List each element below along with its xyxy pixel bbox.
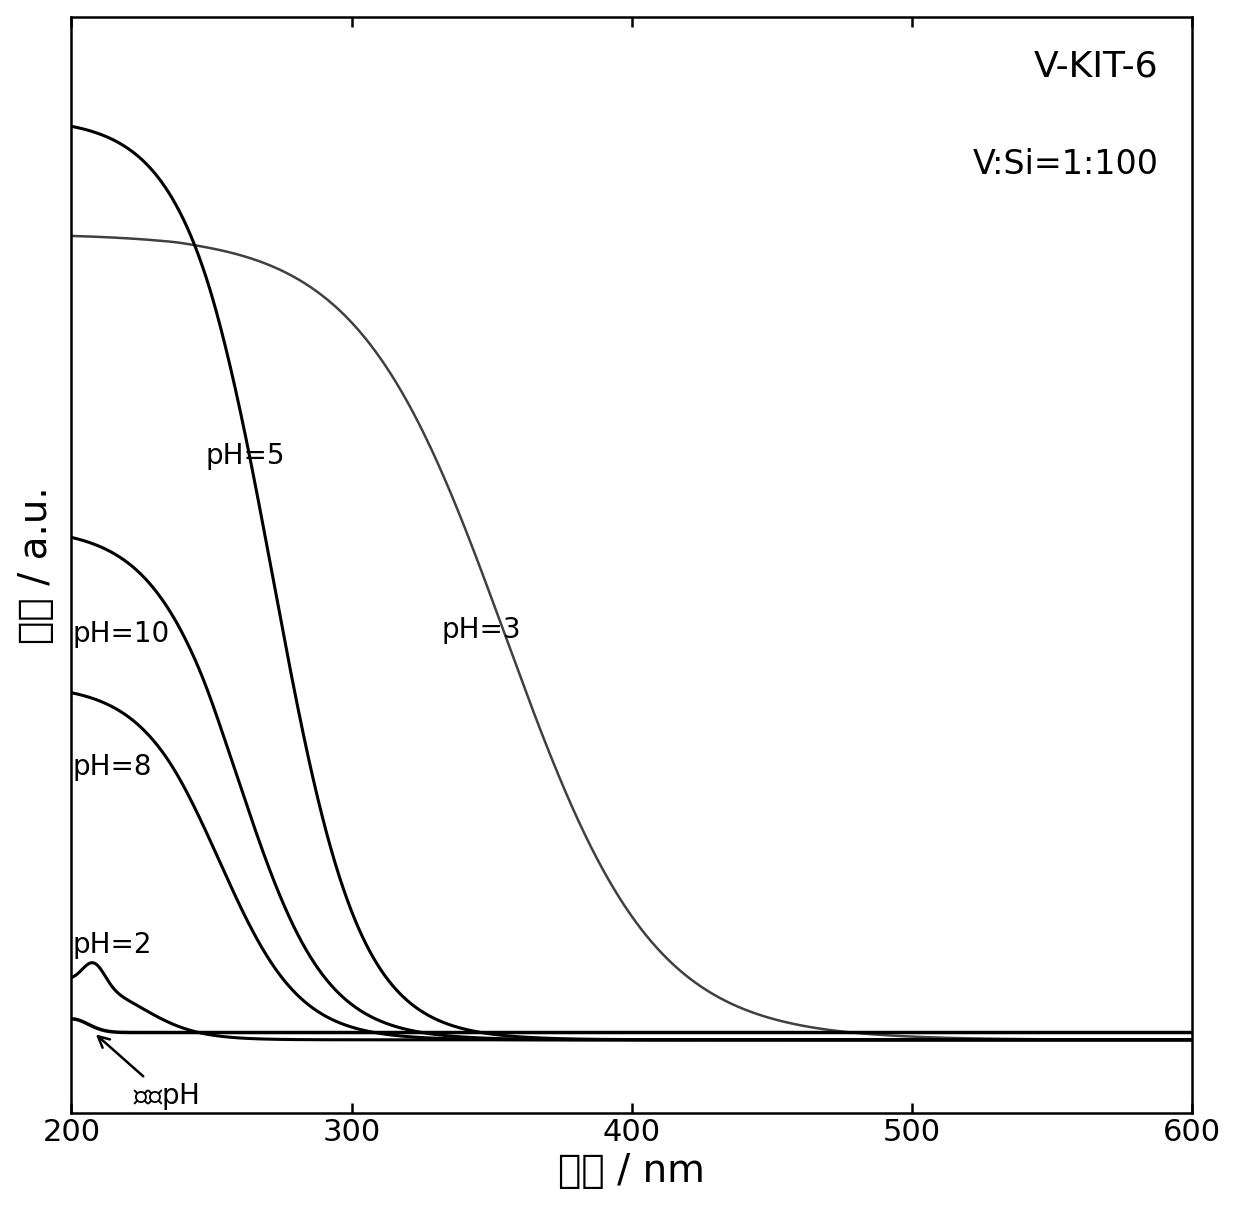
- Text: pH=5: pH=5: [206, 442, 285, 471]
- Text: pH=2: pH=2: [73, 931, 152, 960]
- Text: pH=3: pH=3: [441, 616, 521, 643]
- X-axis label: 波长 / nm: 波长 / nm: [558, 1153, 706, 1190]
- Text: V:Si=1:100: V:Si=1:100: [973, 148, 1159, 181]
- Text: $不调$pH: $不调$pH: [98, 1037, 199, 1112]
- Text: pH=8: pH=8: [73, 753, 152, 781]
- Y-axis label: 强度 / a.u.: 强度 / a.u.: [16, 486, 54, 643]
- Text: V-KIT-6: V-KIT-6: [1034, 49, 1159, 83]
- Text: pH=10: pH=10: [73, 620, 170, 648]
